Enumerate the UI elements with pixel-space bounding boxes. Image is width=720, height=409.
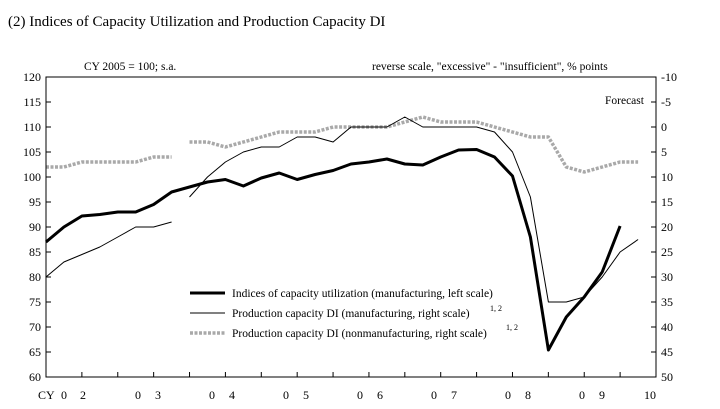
left-axis-tick-label: 120 — [23, 70, 41, 84]
legend: Indices of capacity utilization (manufac… — [190, 288, 518, 340]
legend-label-capacity-utilization: Indices of capacity utilization (manufac… — [232, 288, 493, 300]
left-axis-tick-label: 100 — [23, 170, 41, 184]
x-axis-year-label: 4 — [229, 388, 235, 402]
right-axis-tick-label: 5 — [661, 145, 667, 159]
x-axis-year-label: 9 — [599, 388, 605, 402]
x-axis-year-label: 0 — [505, 388, 511, 402]
right-axis-tick-label: 35 — [661, 295, 673, 309]
x-axis-year-label: 0 — [61, 388, 67, 402]
x-axis-year-label: 7 — [451, 388, 457, 402]
x-axis-year-label: 6 — [377, 388, 383, 402]
x-axis-year-label: 0 — [135, 388, 141, 402]
x-axis-year-label: 0 — [431, 388, 437, 402]
left-axis-label: CY 2005 = 100; s.a. — [84, 61, 176, 73]
series-line-di-manufacturing — [45, 221, 172, 278]
right-axis-tick-label: 25 — [661, 245, 673, 259]
legend-label-di-manufacturing: Production capacity DI (manufacturing, r… — [232, 308, 470, 320]
right-axis-tick-label: 40 — [661, 320, 673, 334]
right-axis-tick-label: 10 — [661, 170, 673, 184]
forecast-label: Forecast — [605, 95, 645, 107]
left-axis-tick-label: 70 — [29, 320, 41, 334]
x-axis-year-label: 10 — [644, 388, 656, 402]
chart-title: (2) Indices of Capacity Utilization and … — [8, 14, 386, 30]
right-axis-tick-label: 15 — [661, 195, 673, 209]
right-axis-tick-label: 0 — [661, 120, 667, 134]
series-line-capacity-utilization — [45, 148, 622, 352]
series-layer — [45, 115, 639, 352]
x-axis-year-label: 0 — [209, 388, 215, 402]
x-axis-year-label: 0 — [357, 388, 363, 402]
series-line-di-nonmanufacturing — [189, 115, 639, 174]
legend-note-di-manufacturing: 1, 2 — [490, 304, 502, 313]
right-axis-tick-label: 20 — [661, 220, 673, 234]
left-axis-tick-label: 105 — [23, 145, 41, 159]
right-axis-tick-label: -10 — [661, 70, 677, 84]
left-axis-tick-label: 90 — [29, 220, 41, 234]
x-axis: CY 0 2 0 3 0 4 0 5 0 6 0 7 0 8 0 9 10 — [38, 372, 657, 402]
left-axis-tick-label: 115 — [23, 95, 41, 109]
x-axis-year-label: 2 — [80, 388, 86, 402]
series-line-di-manufacturing — [189, 116, 639, 303]
x-axis-year-label: 0 — [283, 388, 289, 402]
right-axis-tick-label: 45 — [661, 345, 673, 359]
right-axis-tick-label: 50 — [661, 370, 673, 384]
x-axis-year-label: 5 — [303, 388, 309, 402]
left-axis-tick-label: 80 — [29, 270, 41, 284]
right-axis-label: reverse scale, "excessive" - "insufficie… — [372, 61, 608, 73]
left-axis-tick-label: 75 — [29, 295, 41, 309]
legend-label-di-nonmanufacturing: Production capacity DI (nonmanufacturing… — [232, 328, 487, 340]
left-axis-tick-label: 110 — [23, 120, 41, 134]
x-axis-year-label: 8 — [525, 388, 531, 402]
right-axis: -10 -5 0 5 10 15 20 25 30 35 40 45 50 — [651, 70, 677, 384]
left-axis-tick-label: 60 — [29, 370, 41, 384]
left-axis-tick-label: 85 — [29, 245, 41, 259]
plot-frame — [45, 76, 657, 378]
x-axis-year-label: 3 — [155, 388, 161, 402]
series-line-di-nonmanufacturing — [46, 155, 172, 169]
legend-note-di-nonmanufacturing: 1, 2 — [506, 323, 518, 332]
left-axis-tick-label: 65 — [29, 345, 41, 359]
left-axis-tick-label: 95 — [29, 195, 41, 209]
x-axis-year-label: 0 — [579, 388, 585, 402]
left-axis: 60 65 70 75 80 85 90 95 100 105 110 115 120 — [23, 70, 51, 384]
right-axis-tick-label: -5 — [661, 95, 671, 109]
x-axis-prefix: CY — [38, 388, 55, 402]
right-axis-tick-label: 30 — [661, 270, 673, 284]
